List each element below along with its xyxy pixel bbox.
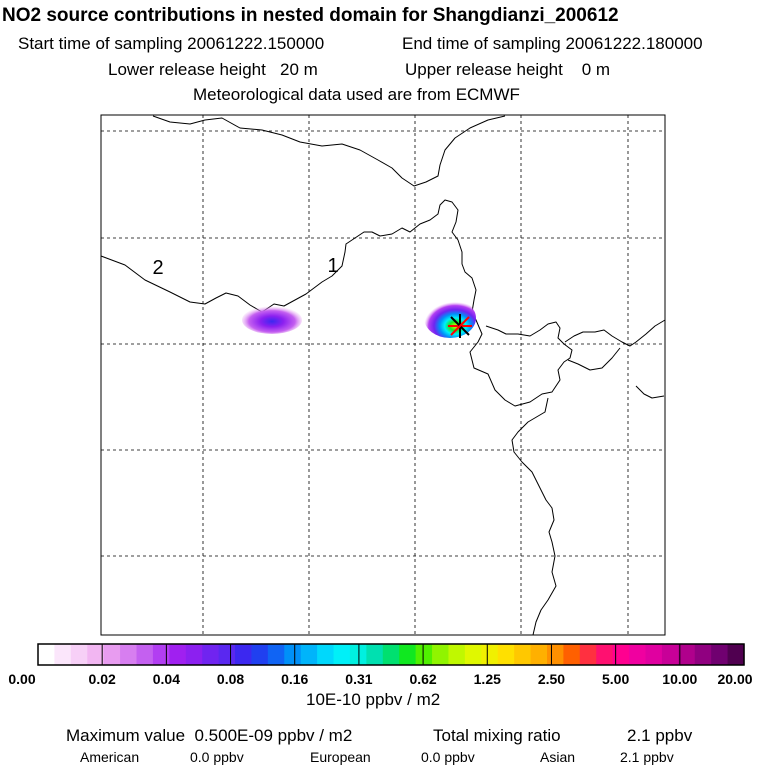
european-value: 0.0 ppbv — [421, 749, 475, 765]
colorbar-swatch — [333, 644, 351, 665]
region-label-2: 2 — [152, 257, 163, 279]
colorbar-swatch — [563, 644, 581, 665]
colorbar-swatch — [317, 644, 335, 665]
american-value: 0.0 ppbv — [190, 749, 244, 765]
map-frame — [100, 114, 666, 636]
colorbar-tick-label: 0.00 — [8, 671, 36, 687]
colorbar-swatch — [120, 644, 138, 665]
map-gridlines — [101, 115, 665, 635]
colorbar-swatch — [202, 644, 220, 665]
border-north — [152, 115, 506, 187]
colorbar-swatch — [514, 644, 532, 665]
colorbar-swatch — [399, 644, 417, 665]
colorbar-tick-label: 0.31 — [345, 671, 373, 687]
colorbar-swatch — [415, 644, 433, 665]
colorbar-swatch — [497, 644, 515, 665]
colorbar-swatch — [136, 644, 154, 665]
colorbar-swatch — [530, 644, 548, 665]
colorbar-swatch — [152, 644, 170, 665]
start-time-label: Start time of sampling 20061222.150000 — [18, 34, 325, 53]
colorbar-swatch — [366, 644, 384, 665]
upper-release-height-label: Upper release height 0 m — [405, 60, 611, 79]
region-label-1: 1 — [327, 255, 338, 277]
colorbar-swatch — [87, 644, 105, 665]
colorbar-swatch — [464, 644, 482, 665]
plume-west — [242, 306, 302, 334]
colorbar-tick-label: 0.16 — [281, 671, 309, 687]
colorbar-frame — [37, 643, 745, 666]
colorbar-swatch — [38, 644, 56, 665]
colorbar-swatch — [579, 644, 597, 665]
colorbar-swatch — [70, 644, 88, 665]
colorbar-swatch — [103, 644, 121, 665]
colorbar-tick-label: 0.08 — [216, 671, 245, 687]
colorbar-swatch — [448, 644, 466, 665]
lower-release-height-label: Lower release height 20 m — [108, 60, 318, 79]
colorbar-tick-label: 0.02 — [88, 671, 116, 687]
colorbar-swatch — [481, 644, 499, 665]
colorbar-swatch — [678, 644, 696, 665]
colorbar-swatch — [612, 644, 630, 665]
colorbar-swatch — [629, 644, 647, 665]
coastline-peninsula — [564, 319, 666, 347]
coastline-east — [635, 385, 665, 399]
european-label: European — [310, 749, 371, 765]
colorbar-tick-label: 5.00 — [602, 671, 630, 687]
meteorological-data-label: Meteorological data used are from ECMWF — [193, 85, 520, 104]
receptor-marker-icon — [448, 314, 472, 338]
colorbar-swatch — [218, 644, 236, 665]
end-time-label: End time of sampling 20061222.180000 — [402, 34, 703, 53]
colorbar-tick-label: 2.50 — [537, 671, 566, 687]
colorbar-tick-label: 0.04 — [152, 671, 180, 687]
colorbar-swatch — [661, 644, 679, 665]
asian-label: Asian — [540, 749, 576, 765]
colorbar-swatch — [54, 644, 72, 665]
border-zone-2 — [100, 255, 263, 313]
colorbar-tick-label: 20.00 — [717, 671, 753, 687]
colorbar-swatch — [267, 644, 285, 665]
colorbar-swatch — [645, 644, 663, 665]
colorbar-tick-label: 10.00 — [662, 671, 698, 687]
colorbar-swatch — [169, 644, 187, 665]
colorbar-swatch — [432, 644, 450, 665]
page-title: NO2 source contributions in nested domai… — [2, 5, 619, 26]
coastline-shandong — [567, 347, 621, 371]
colorbar-swatch — [300, 644, 318, 665]
colorbar-swatch — [711, 644, 729, 665]
colorbar-swatch — [727, 644, 745, 665]
total-mixing-ratio-label: Total mixing ratio — [433, 726, 561, 745]
coastline-bohai — [469, 311, 573, 407]
maximum-value-label: Maximum value 0.500E-09 ppbv / m2 — [66, 726, 353, 745]
coastline-south — [511, 397, 557, 636]
colorbar-swatch — [251, 644, 269, 665]
asian-value: 2.1 ppbv — [620, 749, 674, 765]
colorbar-swatch — [284, 644, 302, 665]
colorbar-swatch — [185, 644, 203, 665]
colorbar-swatch — [694, 644, 712, 665]
colorbar-tick-label: 0.62 — [409, 671, 437, 687]
colorbar-tick-label: 1.25 — [473, 671, 501, 687]
colorbar-swatch — [596, 644, 614, 665]
colorbar-unit-label: 10E-10 ppbv / m2 — [306, 690, 441, 709]
colorbar-swatch — [546, 644, 564, 665]
colorbar-swatch — [382, 644, 400, 665]
total-mixing-ratio-value: 2.1 ppbv — [627, 726, 693, 745]
colorbar-swatch — [235, 644, 253, 665]
american-label: American — [80, 749, 140, 765]
border-zone-1 — [261, 199, 477, 313]
